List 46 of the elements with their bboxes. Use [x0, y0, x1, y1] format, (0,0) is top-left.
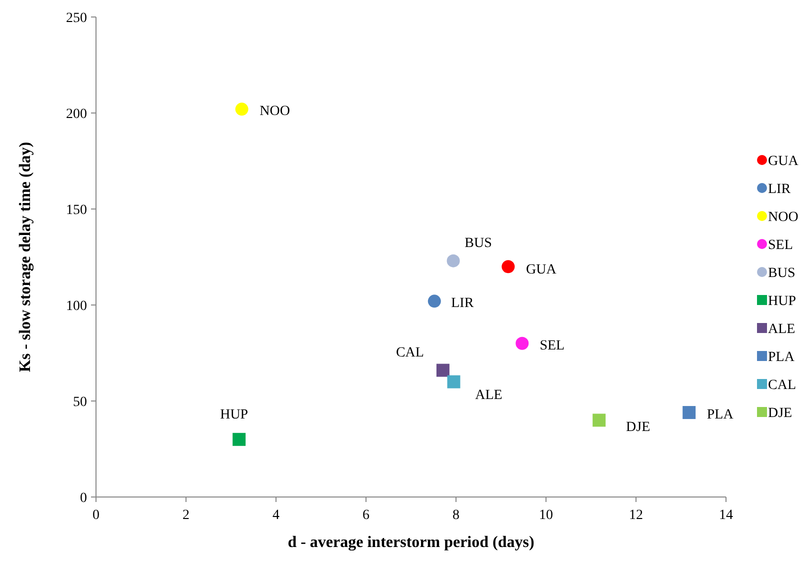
- annotation: HUP: [220, 407, 248, 422]
- x-tick-label: 0: [92, 508, 100, 523]
- x-tick-label: 2: [182, 508, 190, 523]
- annotation: SEL: [540, 338, 565, 354]
- legend-label: PLA: [768, 350, 796, 365]
- x-tick-label: 6: [362, 508, 370, 523]
- x-tick-label: 8: [452, 508, 460, 523]
- x-tick-label: 4: [272, 508, 280, 523]
- point: [682, 406, 696, 420]
- x-tick-label: 14: [719, 508, 733, 523]
- annotation: CAL: [396, 345, 424, 360]
- legend-label: LIR: [768, 182, 792, 197]
- x-tick-label: 12: [629, 508, 643, 523]
- annotation: ALE: [475, 388, 502, 403]
- annotation: LIR: [451, 296, 474, 312]
- point: [436, 364, 450, 377]
- y-tick-label: 200: [66, 107, 87, 122]
- legend-label: BUS: [768, 266, 796, 281]
- point: [428, 294, 441, 308]
- legend-label: SEL: [768, 238, 793, 253]
- annotation: DJE: [626, 420, 650, 436]
- point: [502, 260, 515, 274]
- x-axis-title: d - average interstorm period (days): [288, 534, 534, 551]
- y-tick-label: 250: [66, 11, 87, 26]
- annotation: NOO: [260, 104, 290, 120]
- point: [232, 432, 246, 446]
- point: [447, 375, 460, 388]
- x-tick-label: 10: [539, 508, 553, 523]
- y-tick-label: 0: [80, 491, 87, 506]
- annotation: BUS: [464, 236, 492, 251]
- legend-label: CAL: [768, 378, 796, 393]
- y-axis-title: Ks - slow storage delay time (day): [17, 142, 34, 372]
- y-tick-label: 150: [66, 203, 87, 218]
- legend-label: DJE: [768, 406, 792, 421]
- y-tick-label: 50: [73, 395, 87, 410]
- point: [516, 336, 529, 350]
- point: [446, 254, 460, 268]
- legend-label: GUA: [768, 154, 800, 169]
- legend-label: HUP: [768, 294, 796, 309]
- point: [235, 102, 248, 116]
- annotation: GUA: [526, 262, 558, 278]
- legend-label: NOO: [768, 210, 798, 225]
- legend-label: ALE: [768, 322, 796, 337]
- point: [592, 414, 606, 427]
- annotation: PLA: [706, 408, 734, 423]
- y-tick-label: 100: [66, 299, 87, 314]
